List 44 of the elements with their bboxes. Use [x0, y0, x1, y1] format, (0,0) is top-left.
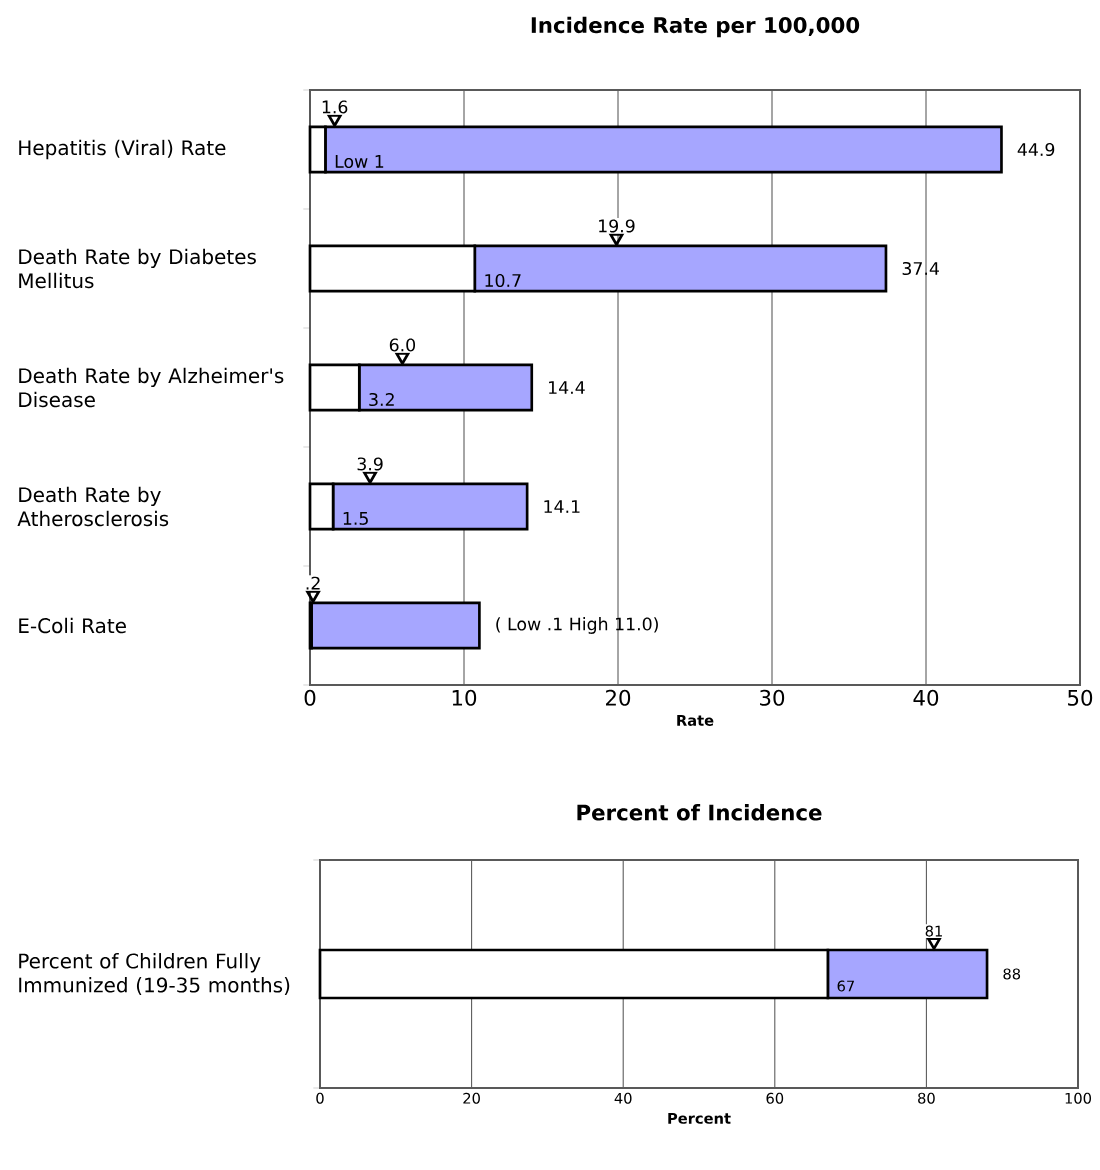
point: [362, 471, 378, 484]
y-tick-label: E-Coli Rate: [19, 617, 126, 634]
point: [395, 352, 410, 365]
annotation: 44.9: [1017, 142, 1055, 157]
point: [305, 590, 321, 603]
x-tick-label: 0: [316, 1092, 324, 1104]
x-tick-label: 0: [304, 689, 316, 706]
y-tick-label: Hepatitis (Viral) Rate: [19, 139, 226, 160]
data-label: 81: [925, 925, 942, 937]
data-label: 3.9: [357, 457, 383, 471]
x-axis-title: Rate: [677, 715, 714, 726]
annotation: 14.1: [544, 500, 580, 513]
data-label: 1.6: [322, 100, 348, 114]
x-tick-label: 40: [614, 1092, 632, 1104]
point: [609, 233, 624, 246]
data-label: 1.5: [343, 512, 368, 525]
annotation: 14.4: [549, 381, 585, 394]
data-label: Low 1: [335, 155, 384, 168]
data-label: 3.2: [369, 392, 394, 407]
chart-title: Percent of Incidence: [577, 804, 822, 821]
point: [327, 114, 342, 127]
y-tick-label: Percent of Children Fully Immunized (19-35 months): [19, 953, 290, 995]
x-tick-label: 40: [913, 689, 939, 706]
x-tick-label: 60: [766, 1092, 784, 1104]
annotation: 37.4: [902, 261, 939, 276]
data-label: 19.9: [599, 219, 635, 233]
x-tick-label: 10: [452, 689, 477, 706]
data-label: 67: [837, 980, 854, 992]
chart-title: Incidence Rate per 100,000: [531, 16, 860, 38]
x-tick-label: 20: [463, 1092, 480, 1104]
x-tick-label: 50: [1068, 689, 1093, 706]
x-tick-label: 30: [760, 689, 785, 706]
y-tick-label: Death Rate by Atherosclerosis: [17, 486, 169, 527]
x-tick-label: 80: [918, 1092, 935, 1104]
y-tick-label: Death Rate by Alzheimer's Disease: [19, 367, 284, 408]
x-tick-label: 20: [606, 689, 631, 706]
annotation: ( Low .1 High 11.0): [496, 617, 658, 634]
data-label: .2: [306, 576, 320, 590]
data-label: 10.7: [485, 273, 521, 288]
data-label: 6.0: [389, 338, 416, 352]
x-tick-label: 100: [1065, 1092, 1092, 1104]
x-axis-title: Percent: [668, 1112, 731, 1124]
annotation: 88: [1003, 968, 1021, 980]
y-tick-label: Death Rate by Diabetes Mellitus: [19, 248, 256, 289]
